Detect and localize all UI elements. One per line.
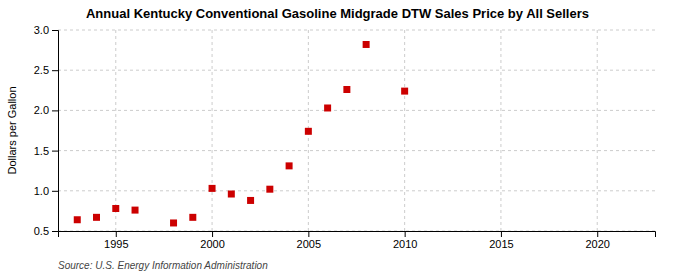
source: Source: U.S. Energy Information Administ… [58,260,268,271]
title: Annual Kentucky Conventional Gasoline Mi… [86,6,589,21]
point [170,219,177,226]
tick-label: 1.0 [34,185,49,197]
x-axis: 1995 2000 2005 2010 2015 2020 [59,231,656,250]
point [132,207,139,214]
tick: 0.5 [34,225,58,237]
tick-label: 2010 [393,238,417,250]
tick-mark [501,231,502,237]
y-axis: 0.5 1.0 1.5 2.0 2.5 3.0 [34,24,59,237]
point [401,88,408,95]
tick-mark [52,151,58,152]
tick-mark [212,231,213,237]
tick: 1995 [104,231,128,250]
tick-label: 2.5 [34,64,49,76]
tick: 2.5 [34,64,58,76]
grid-line [597,30,598,231]
plot-area: 1995 2000 2005 2010 2015 2020 0.5 1.0 1.5 2.0 2.5 3… [34,24,656,250]
point [343,86,350,93]
point [266,186,273,193]
tick-label: 2000 [200,238,224,250]
tick-mark [52,70,58,71]
point [112,205,119,212]
tick-label: 2005 [297,238,321,250]
grid-line [115,30,116,231]
tick-label: 1.5 [34,145,49,157]
grid-line [500,30,501,231]
axis-line [52,31,59,232]
point [209,185,216,192]
tick-mark [52,231,58,232]
point [247,197,254,204]
points [74,41,408,226]
tick: 3.0 [34,24,58,36]
grid-line [212,30,213,231]
tick: 2.0 [34,104,58,116]
grid-line [58,150,655,151]
tick: 1.5 [34,145,58,157]
tick-mark [308,231,309,237]
grid-line [58,190,655,191]
point [363,41,370,48]
tick-mark [52,191,58,192]
tick-label: 3.0 [34,24,49,36]
tick-mark [597,231,598,237]
tick-label: 0.5 [34,225,49,237]
tick-mark [116,231,117,237]
tick-label: 2.0 [34,104,49,116]
y-axis-label: Dollars per Gallon [6,86,18,174]
grid-line [404,30,405,231]
tick-label: 2020 [585,238,609,250]
point [324,104,331,111]
tick-mark [52,110,58,111]
tick: 2020 [585,231,609,250]
grid [58,30,655,231]
grid-line [58,30,655,31]
point [286,162,293,169]
point [189,214,196,221]
tick-label: 1995 [104,238,128,250]
tick-mark [52,30,58,31]
tick: 2010 [393,231,417,250]
point [305,128,312,135]
tick-label: 2015 [489,238,513,250]
tick: 2015 [489,231,513,250]
point [74,216,81,223]
tick: 2000 [200,231,224,250]
tick: 2005 [297,231,321,250]
tick-mark [405,231,406,237]
point [228,191,235,198]
tick: 1.0 [34,185,58,197]
grid-line [58,110,655,111]
grid-line [58,70,655,71]
point [93,214,100,221]
axis-line [59,232,656,238]
